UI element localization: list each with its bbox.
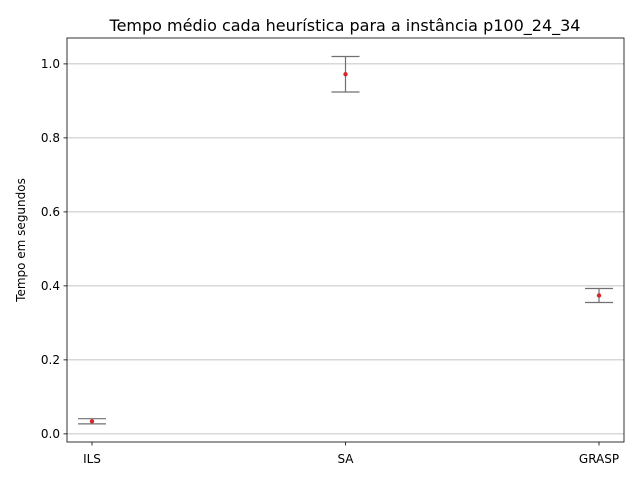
y-axis-label: Tempo em segundos [14, 178, 28, 303]
x-tick-label: GRASP [579, 452, 619, 466]
y-tick-label: 1.0 [41, 57, 60, 71]
y-tick-label: 0.0 [41, 427, 60, 441]
data-point [596, 293, 602, 298]
data-point [89, 419, 95, 424]
errorbars [78, 55, 613, 425]
y-tick-label: 0.4 [41, 279, 60, 293]
x-tick-label: SA [337, 452, 354, 466]
y-axis-ticks: 0.0 0.2 0.4 0.6 0.8 1.0 [41, 57, 67, 441]
y-tick-label: 0.6 [41, 205, 60, 219]
chart-title: Tempo médio cada heurística para a instâ… [109, 16, 581, 36]
x-axis-ticks: ILS SA GRASP [83, 442, 619, 466]
gridlines [67, 63, 624, 435]
data-point [343, 72, 348, 77]
x-tick-label: ILS [83, 452, 101, 466]
y-tick-label: 0.8 [41, 131, 60, 145]
y-tick-label: 0.2 [41, 353, 60, 367]
plot-frame [66, 37, 625, 443]
data-points [89, 72, 602, 424]
